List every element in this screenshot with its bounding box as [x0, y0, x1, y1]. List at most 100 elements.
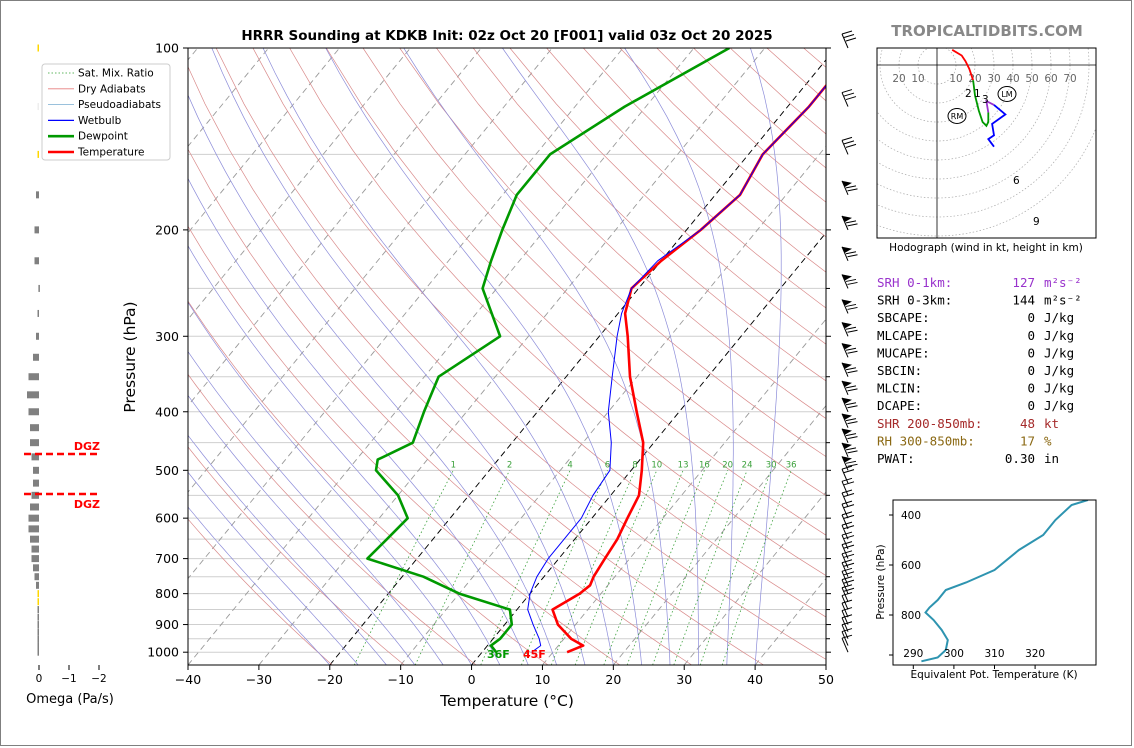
index-label: DCAPE:	[877, 398, 922, 413]
omega-bar	[34, 573, 39, 581]
mixing-ratio-line	[652, 470, 729, 665]
index-label: SRH 0-3km:	[877, 293, 952, 308]
isotherm-line	[188, 48, 695, 665]
barb-pennant	[842, 380, 852, 387]
index-unit: in	[1044, 451, 1059, 466]
barb-flag	[845, 251, 857, 255]
barb-flag	[843, 34, 855, 38]
barb-flag	[847, 188, 858, 192]
mixing-ratio-line	[603, 470, 684, 665]
y-tick-label: 100	[155, 41, 179, 56]
hodograph-height-label: 6	[1013, 175, 1020, 187]
dry-adiabat	[546, 48, 826, 309]
hodograph-ring-label: 40	[1006, 73, 1019, 85]
hodograph-marker-ring	[997, 86, 1017, 102]
hodograph-caption: Hodograph (wind in kt, height in km)	[889, 242, 1083, 254]
y-tick-label: 1000	[147, 645, 179, 660]
index-row: SRH 0-1km: 127 m²s⁻²	[877, 275, 1082, 290]
x-tick-label: −20	[317, 672, 343, 687]
barb-pennant	[842, 428, 852, 435]
minus20-isotherm-line	[329, 59, 826, 665]
x-tick-label: 40	[747, 672, 763, 687]
wind-barb	[841, 397, 858, 412]
wind-barb	[841, 246, 858, 261]
barb-flag	[845, 418, 857, 422]
barb-flag	[841, 607, 853, 612]
omega-bar	[33, 479, 39, 487]
wind-barb	[841, 428, 858, 443]
pseudoadiabat	[750, 48, 782, 665]
mixing-ratio-label: 36	[786, 460, 797, 470]
omega-bar	[36, 191, 39, 199]
figure-title: HRRR Sounding at KDKB Init: 02z Oct 20 […	[241, 28, 772, 44]
omega-bar	[37, 606, 39, 614]
omega-bar	[31, 453, 39, 461]
barb-flag	[845, 185, 857, 189]
legend-label: Wetbulb	[78, 115, 122, 127]
surface-dewpoint-label: 36F	[487, 648, 510, 661]
dry-adiabat	[362, 48, 826, 496]
index-row: DCAPE: 0 J/kg	[877, 398, 1074, 413]
barb-flag	[841, 521, 853, 526]
y-tick-label: 500	[155, 463, 179, 478]
legend-label: Dry Adiabats	[78, 83, 146, 95]
barb-staff	[841, 322, 849, 337]
theta-e-x-tick-label: 300	[944, 648, 964, 660]
barb-flag	[843, 544, 855, 549]
barb-flag	[843, 469, 855, 474]
barb-flag	[843, 493, 855, 497]
legend-label: Temperature	[77, 147, 145, 159]
barb-flag	[841, 599, 853, 604]
y-tick-label: 400	[155, 404, 179, 419]
pseudoadiabat	[188, 471, 359, 665]
barb-flag	[847, 329, 858, 333]
omega-bar	[33, 564, 39, 572]
isotherm-line	[188, 48, 624, 580]
barb-staff	[841, 514, 849, 530]
x-tick-label: −10	[387, 672, 413, 687]
y-tick-label: 600	[155, 511, 179, 526]
barb-pennant	[842, 456, 852, 463]
barb-flag	[841, 621, 853, 626]
y-tick-label: 300	[155, 329, 179, 344]
hodograph-ring-label: 60	[1044, 73, 1057, 85]
omega-bar	[34, 226, 39, 234]
barb-flag	[847, 436, 858, 440]
hodograph-ring-label: 50	[1025, 73, 1038, 85]
index-label: PWAT:	[877, 451, 915, 466]
omega-bar	[28, 408, 39, 416]
wind-barb	[841, 442, 858, 458]
wind-barb	[841, 343, 858, 358]
sounding-indices: SRH 0-1km: 127 m²s⁻² SRH 0-3km: 144 m²s⁻² SBCA…	[877, 275, 1082, 466]
omega-bar	[37, 309, 39, 317]
barb-flag	[845, 143, 857, 148]
x-tick-label: −40	[175, 672, 201, 687]
index-unit: J/kg	[1044, 363, 1074, 378]
pseudoadiabat	[188, 350, 444, 665]
barb-staff	[841, 140, 849, 155]
isotherm-line	[683, 491, 826, 665]
barb-pennant	[842, 442, 852, 449]
omega-bar	[30, 439, 39, 447]
pseudoadiabat	[188, 94, 557, 665]
wind-barb	[841, 380, 858, 396]
barb-flag	[841, 511, 853, 516]
y-tick-label: 700	[155, 551, 179, 566]
wind-barb	[841, 634, 853, 653]
omega-axis-label: Omega (Pa/s)	[26, 692, 114, 707]
series-dewpoint	[366, 48, 731, 654]
mixing-ratio-label: 30	[766, 460, 777, 470]
omega-bar	[28, 514, 39, 522]
barb-staff	[841, 33, 849, 49]
theta-e-panel: 290 300 310 320 400 600 800 Equivalent Pot. Te…	[875, 499, 1097, 681]
barb-flag	[843, 140, 855, 145]
hodograph-ring-label: 70	[1063, 73, 1076, 85]
mixing-ratio-label: 4	[567, 460, 572, 470]
mixing-ratio-line	[721, 470, 792, 665]
wind-barb	[841, 136, 857, 155]
pseudoadiabat	[188, 245, 501, 665]
legend-label: Dewpoint	[78, 131, 128, 143]
y-tick-label: 800	[155, 586, 179, 601]
x-tick-label: −30	[246, 672, 272, 687]
index-row: PWAT: 0.30 in	[877, 451, 1059, 466]
